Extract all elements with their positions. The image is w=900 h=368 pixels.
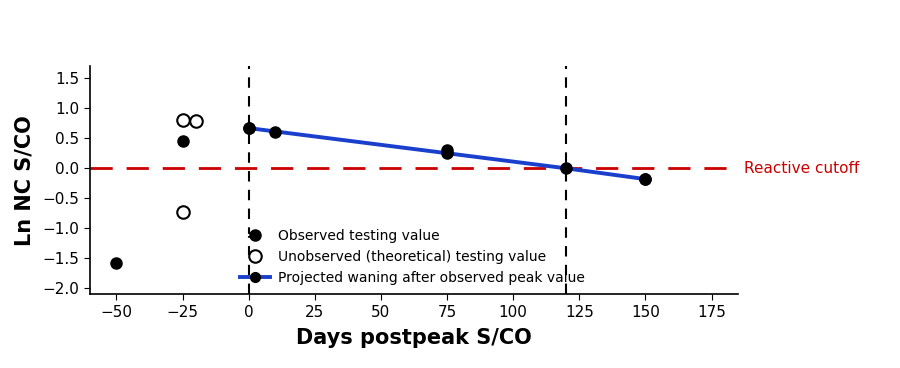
Text: Reactive cutoff: Reactive cutoff: [744, 161, 860, 176]
Legend: Observed testing value, Unobserved (theoretical) testing value, Projected waning: Observed testing value, Unobserved (theo…: [239, 229, 585, 285]
X-axis label: Days postpeak S/CO: Days postpeak S/CO: [296, 328, 532, 348]
Y-axis label: Ln NC S/CO: Ln NC S/CO: [14, 115, 34, 246]
